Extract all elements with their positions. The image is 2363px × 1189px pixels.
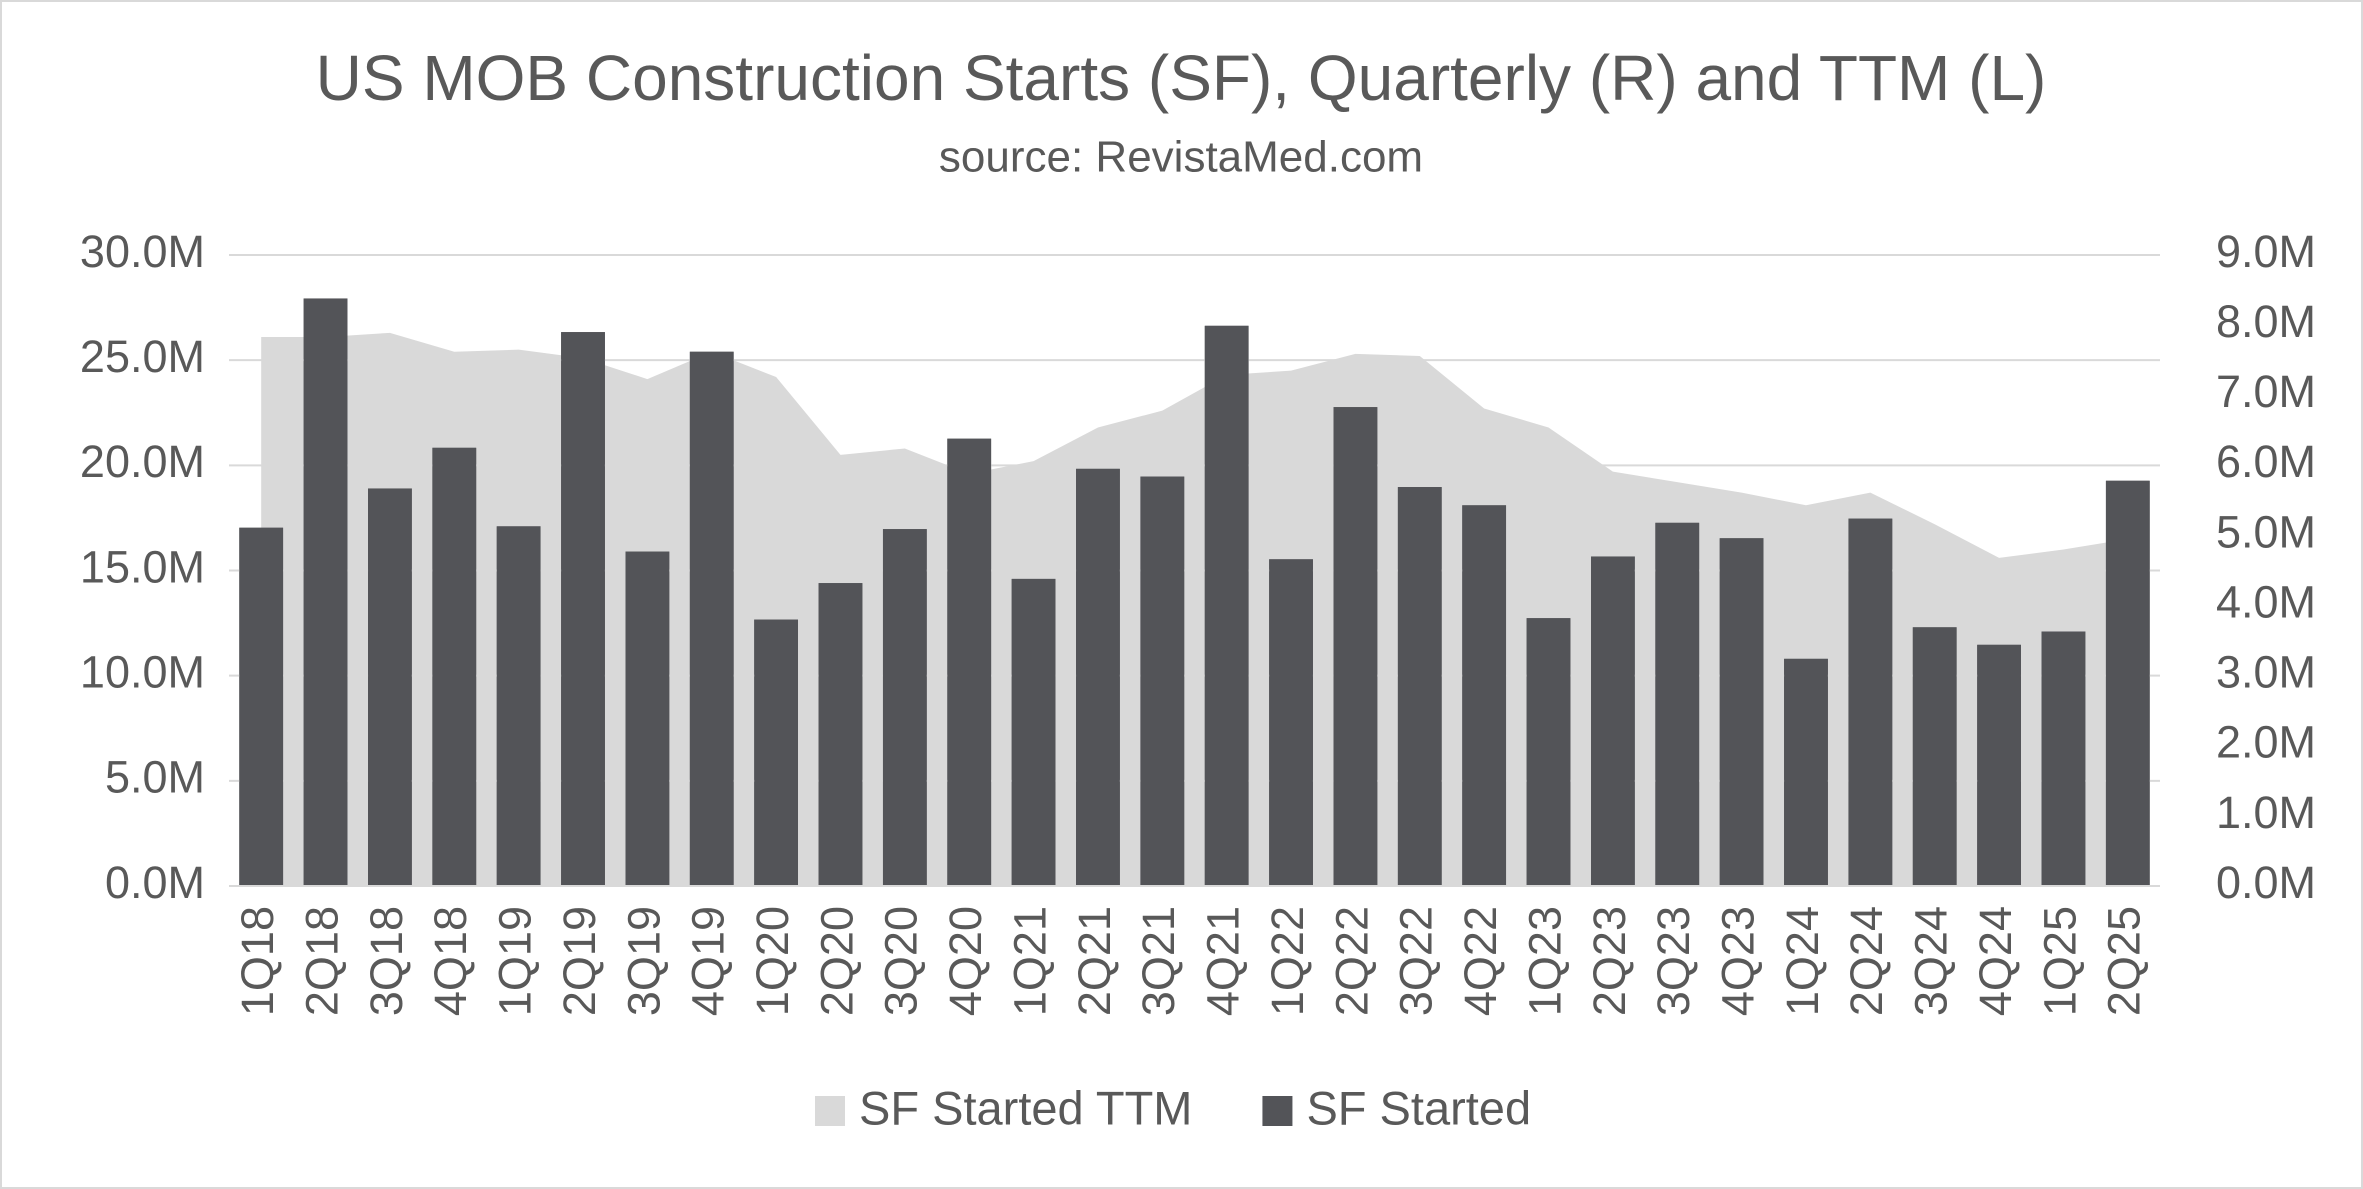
bar [432,447,477,886]
y2-tick-label: 4.0M [2216,576,2316,627]
x-tick-label: 1Q23 [1519,906,1570,1016]
bar [1590,556,1635,886]
x-tick-label: 3Q19 [618,906,669,1016]
x-tick-label: 3Q24 [1906,906,1957,1016]
x-tick-label: 4Q20 [940,906,991,1016]
bar [689,351,734,887]
x-tick-label: 4Q19 [683,906,734,1016]
bar [1848,518,1893,886]
legend-label: SF Started [1306,1081,1531,1134]
bar [1977,644,2021,886]
bar [1397,487,1442,886]
y2-tick-label: 2.0M [2216,717,2316,768]
x-tick-label: 1Q21 [1004,906,1055,1016]
bar [368,488,412,886]
x-tick-label: 3Q22 [1391,906,1442,1016]
bar [1784,658,1828,886]
x-tick-label: 3Q23 [1648,906,1699,1016]
y2-tick-label: 5.0M [2216,506,2316,557]
y2-tick-label: 0.0M [2216,857,2316,908]
legend-swatch [1262,1096,1293,1126]
x-tick-label: 2Q24 [1841,906,1892,1016]
y2-tick-label: 1.0M [2216,787,2316,838]
x-tick-label: 4Q24 [1970,906,2021,1016]
x-tick-label: 2Q21 [1069,906,1120,1016]
x-tick-label: 2Q18 [296,906,347,1016]
x-tick-label: 1Q24 [1777,906,1828,1016]
bar [2041,631,2086,886]
bar [1462,505,1507,886]
y2-tick-label: 7.0M [2216,366,2316,417]
legend-swatch [815,1096,845,1126]
bar [1719,538,1764,886]
x-tick-label: 1Q22 [1262,906,1313,1016]
bar [1011,578,1056,886]
bar [1333,407,1378,886]
legend: SF Started TTM SF Started [815,1081,1531,1134]
x-tick-label: 3Q18 [361,906,412,1016]
x-tick-label: 1Q20 [747,906,798,1016]
x-tick-label: 4Q23 [1713,906,1764,1016]
bar [561,332,605,887]
chart-subtitle: source: RevistaMed.com [939,133,1423,182]
bar [303,298,348,887]
x-tick-label: 1Q25 [2034,906,2085,1016]
bar [818,583,863,886]
x-tick-label: 2Q19 [554,906,605,1016]
x-tick-label: 2Q25 [2099,906,2150,1016]
y-tick-label: 5.0M [105,752,205,803]
y2-tick-label: 9.0M [2216,226,2316,277]
x-tick-label: 2Q23 [1584,906,1635,1016]
bar [625,551,670,886]
y2-tick-label: 3.0M [2216,647,2316,698]
x-tick-label: 1Q18 [232,906,283,1016]
x-tick-label: 3Q20 [876,906,927,1016]
y-tick-label: 30.0M [80,226,205,277]
bar [1526,618,1571,886]
chart-title: US MOB Construction Starts (SF), Quarter… [316,42,2047,114]
legend-label: SF Started TTM [859,1081,1192,1134]
y-tick-label: 0.0M [105,857,205,908]
y2-tick-label: 8.0M [2216,296,2316,347]
bar [1140,476,1185,886]
x-tick-label: 4Q22 [1455,906,1506,1016]
y-tick-label: 10.0M [80,647,205,698]
bar [754,619,799,886]
bar [496,526,541,886]
y2-tick-label: 6.0M [2216,436,2316,487]
bar [239,527,284,886]
bar [1076,468,1120,886]
y-tick-label: 15.0M [80,541,205,592]
x-tick-label: 4Q18 [425,906,476,1016]
bar [882,529,927,886]
y-tick-label: 25.0M [80,331,205,382]
bar [1912,627,1957,886]
x-tick-label: 3Q21 [1133,906,1184,1016]
bar [2105,480,2150,886]
bar [1204,325,1249,886]
x-tick-label: 2Q22 [1326,906,1377,1016]
x-tick-label: 1Q19 [490,906,541,1016]
x-tick-label: 4Q21 [1198,906,1249,1016]
bar [1269,559,1313,886]
bar [1655,522,1700,886]
bar [947,438,992,886]
x-tick-label: 2Q20 [811,906,862,1016]
y-tick-label: 20.0M [80,436,205,487]
